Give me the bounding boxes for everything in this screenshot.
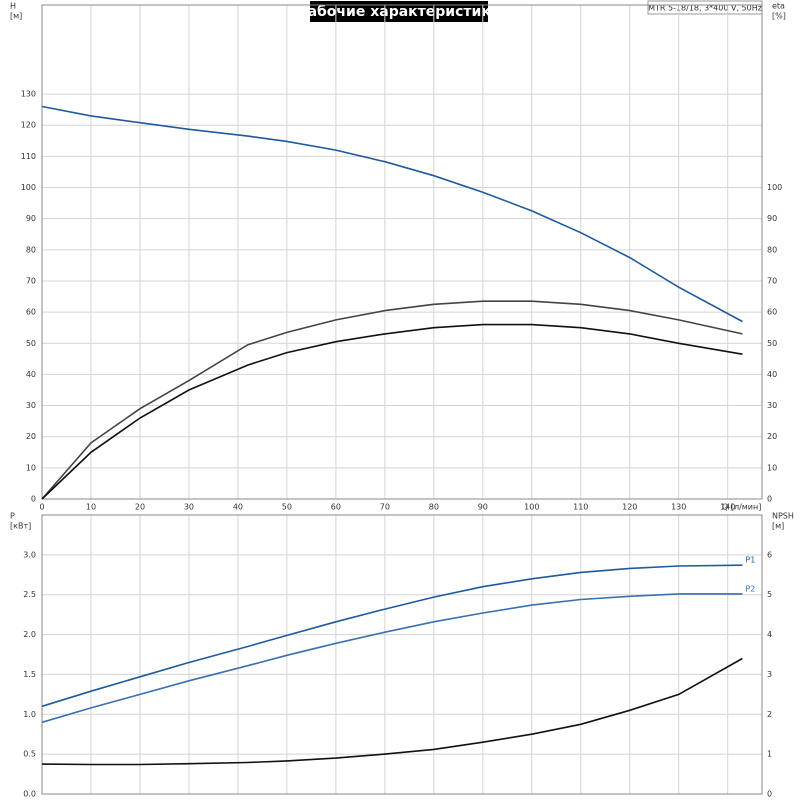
x-tick-label: 100 xyxy=(524,503,539,512)
y-tick-label: 2.0 xyxy=(23,630,36,639)
y2-tick-label: 50 xyxy=(767,339,777,348)
x-tick-label: 80 xyxy=(429,503,439,512)
x-tick-label: 30 xyxy=(184,503,194,512)
y-tick-label: 110 xyxy=(21,152,36,161)
y2-tick-label: 3 xyxy=(767,670,772,679)
title-box xyxy=(310,1,488,22)
plot-frame xyxy=(41,4,763,500)
x-tick-label: 120 xyxy=(622,503,637,512)
y2-tick-label: 5 xyxy=(767,590,772,599)
x-tick-label: 130 xyxy=(671,503,686,512)
x-tick-label: 90 xyxy=(478,503,488,512)
y-tick-label: 130 xyxy=(21,90,36,99)
y2-axis-label: NPSH xyxy=(772,512,794,521)
y2-tick-label: 0 xyxy=(767,495,772,504)
y-tick-label: 20 xyxy=(26,432,36,441)
y2-tick-label: 4 xyxy=(767,630,772,639)
x-tick-label: 10 xyxy=(86,503,96,512)
y-tick-label: 100 xyxy=(21,183,36,192)
y2-tick-label: 0 xyxy=(767,790,772,799)
series-label: P2 xyxy=(745,584,755,593)
y-tick-label: 60 xyxy=(26,308,36,317)
y-tick-label: 90 xyxy=(26,214,36,223)
y2-tick-label: 6 xyxy=(767,550,772,559)
y-axis-label: P xyxy=(10,512,15,521)
y2-tick-label: 30 xyxy=(767,401,777,410)
y-tick-label: 40 xyxy=(26,370,36,379)
y2-tick-label: 100 xyxy=(767,183,782,192)
x-tick-label: 0 xyxy=(39,503,44,512)
y-tick-label: 0.0 xyxy=(23,790,36,799)
x-tick-label: 110 xyxy=(573,503,588,512)
y-tick-label: 1.0 xyxy=(23,710,36,719)
y-tick-label: 0.5 xyxy=(23,750,36,759)
series-line xyxy=(41,300,743,500)
y-tick-label: 70 xyxy=(26,276,36,285)
series-line xyxy=(41,105,743,323)
y-tick-label: 50 xyxy=(26,339,36,348)
y2-tick-label: 20 xyxy=(767,432,777,441)
y2-tick-label: 70 xyxy=(767,276,777,285)
series-line xyxy=(41,564,743,708)
series-line xyxy=(41,657,743,766)
y2-tick-label: 80 xyxy=(767,245,777,254)
y-axis-unit: [м] xyxy=(10,12,22,21)
y2-tick-label: 1 xyxy=(767,750,772,759)
y-tick-label: 80 xyxy=(26,245,36,254)
y-axis-unit: [кВт] xyxy=(10,522,31,531)
y-axis-label: H xyxy=(10,2,16,11)
y-tick-label: 30 xyxy=(26,401,36,410)
y-tick-label: 2.5 xyxy=(23,590,36,599)
x-tick-label: 20 xyxy=(135,503,145,512)
chart-title: Рабочие характеристики xyxy=(297,4,500,20)
y2-tick-label: 40 xyxy=(767,370,777,379)
series-line xyxy=(41,593,743,724)
y2-axis-unit: [%] xyxy=(772,12,786,21)
y-tick-label: 1.5 xyxy=(23,670,36,679)
y2-tick-label: 90 xyxy=(767,214,777,223)
y-tick-label: 3.0 xyxy=(23,550,36,559)
x-tick-label: 70 xyxy=(380,503,390,512)
y2-axis-unit: [м] xyxy=(772,522,784,531)
series-line xyxy=(41,323,743,500)
y-tick-label: 0 xyxy=(31,495,36,504)
y-tick-label: 10 xyxy=(26,463,36,472)
plot-frame xyxy=(41,514,763,795)
y2-axis-label: eta xyxy=(772,2,785,11)
y2-tick-label: 60 xyxy=(767,308,777,317)
y-tick-label: 120 xyxy=(21,121,36,130)
y2-tick-label: 10 xyxy=(767,463,777,472)
x-tick-label: 140 xyxy=(720,503,735,512)
x-tick-label: 40 xyxy=(233,503,243,512)
x-tick-label: 60 xyxy=(331,503,341,512)
series-label: P1 xyxy=(745,556,755,565)
chart-subtitle: MTR 5-18/18, 3*400 V, 50Hz xyxy=(648,4,762,13)
x-tick-label: 50 xyxy=(282,503,292,512)
x-axis-label: Q [л/мин] xyxy=(722,503,761,512)
y2-tick-label: 2 xyxy=(767,710,772,719)
